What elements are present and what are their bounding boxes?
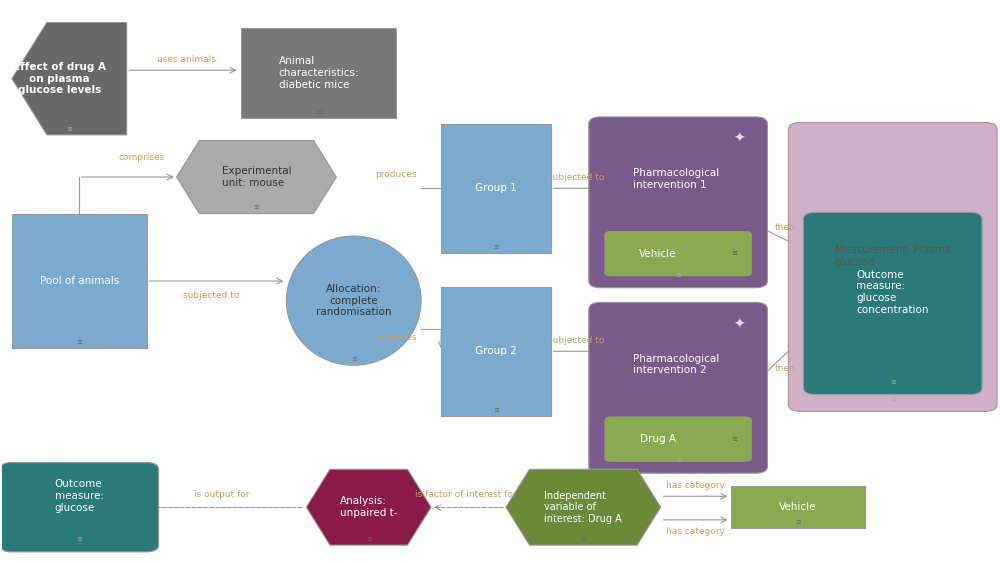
Text: then: then	[775, 364, 796, 373]
Text: ≡: ≡	[675, 457, 681, 464]
Text: ≡: ≡	[254, 205, 259, 211]
Text: ≡: ≡	[366, 536, 372, 542]
Text: Animal
characteristics:
diabetic mice: Animal characteristics: diabetic mice	[279, 56, 359, 90]
Text: Allocation:
complete
randomisation: Allocation: complete randomisation	[316, 284, 392, 318]
Text: ≡: ≡	[351, 356, 357, 362]
FancyBboxPatch shape	[0, 463, 159, 552]
Text: Independent
variable of
interest: Drug A: Independent variable of interest: Drug A	[544, 491, 622, 524]
Text: Pharmacological
intervention 2: Pharmacological intervention 2	[633, 354, 719, 375]
FancyBboxPatch shape	[441, 124, 551, 253]
Text: Pool of animals: Pool of animals	[40, 276, 119, 286]
FancyBboxPatch shape	[605, 232, 751, 276]
Text: Outcome
measure:
glucose
concentration: Outcome measure: glucose concentration	[856, 270, 929, 315]
Text: comprises: comprises	[119, 153, 165, 162]
Text: Analysis:
unpaired t-: Analysis: unpaired t-	[340, 496, 397, 518]
Text: has category: has category	[666, 527, 725, 536]
Polygon shape	[177, 140, 336, 214]
Text: Outcome
measure:
glucose: Outcome measure: glucose	[55, 479, 104, 513]
Ellipse shape	[286, 236, 421, 365]
Text: Vehicle: Vehicle	[639, 249, 677, 259]
FancyBboxPatch shape	[731, 486, 865, 528]
Text: has category: has category	[666, 481, 725, 490]
Text: ≡: ≡	[493, 244, 499, 250]
Text: subjected to: subjected to	[548, 336, 604, 345]
FancyBboxPatch shape	[589, 117, 767, 288]
FancyBboxPatch shape	[441, 287, 551, 416]
Text: ≡: ≡	[66, 126, 72, 132]
Polygon shape	[12, 22, 127, 135]
Text: ≡: ≡	[890, 396, 896, 402]
FancyBboxPatch shape	[788, 123, 997, 411]
Text: Experimental
unit: mouse: Experimental unit: mouse	[222, 166, 291, 188]
Text: Effect of drug A
on plasma
glucose levels: Effect of drug A on plasma glucose level…	[13, 62, 106, 96]
Text: uses animals: uses animals	[157, 55, 216, 64]
FancyBboxPatch shape	[12, 214, 147, 348]
Text: ≡: ≡	[795, 519, 801, 525]
Text: is factor of interest for: is factor of interest for	[415, 490, 517, 499]
FancyBboxPatch shape	[605, 417, 751, 461]
Text: ≡: ≡	[76, 339, 82, 346]
Text: Pharmacological
intervention 1: Pharmacological intervention 1	[633, 169, 719, 190]
Text: ≡: ≡	[580, 536, 586, 542]
Text: subjected to: subjected to	[548, 173, 604, 182]
Text: Drug A: Drug A	[640, 434, 676, 444]
Text: ≡: ≡	[732, 251, 738, 257]
Text: ✦: ✦	[734, 318, 745, 332]
Polygon shape	[506, 469, 661, 545]
FancyBboxPatch shape	[803, 212, 982, 395]
Text: Measurement: Plasma
glucose: Measurement: Plasma glucose	[835, 245, 951, 266]
Text: is output for: is output for	[194, 490, 249, 499]
Text: Vehicle: Vehicle	[779, 502, 817, 512]
FancyBboxPatch shape	[589, 302, 767, 473]
Polygon shape	[306, 469, 431, 545]
FancyBboxPatch shape	[241, 28, 396, 118]
Text: ✦: ✦	[734, 132, 745, 146]
Text: ≡: ≡	[732, 436, 738, 442]
Text: ≡: ≡	[493, 407, 499, 413]
Text: ≡: ≡	[76, 536, 82, 542]
Text: then: then	[775, 223, 796, 232]
Text: Group 1: Group 1	[475, 183, 517, 193]
Text: subjected to: subjected to	[183, 291, 240, 300]
Text: produces: produces	[375, 333, 417, 342]
Text: ≡: ≡	[890, 379, 896, 385]
Text: produces: produces	[375, 170, 417, 179]
Text: ≡: ≡	[316, 109, 322, 115]
Text: Group 2: Group 2	[475, 346, 517, 356]
Text: ≡: ≡	[675, 272, 681, 278]
